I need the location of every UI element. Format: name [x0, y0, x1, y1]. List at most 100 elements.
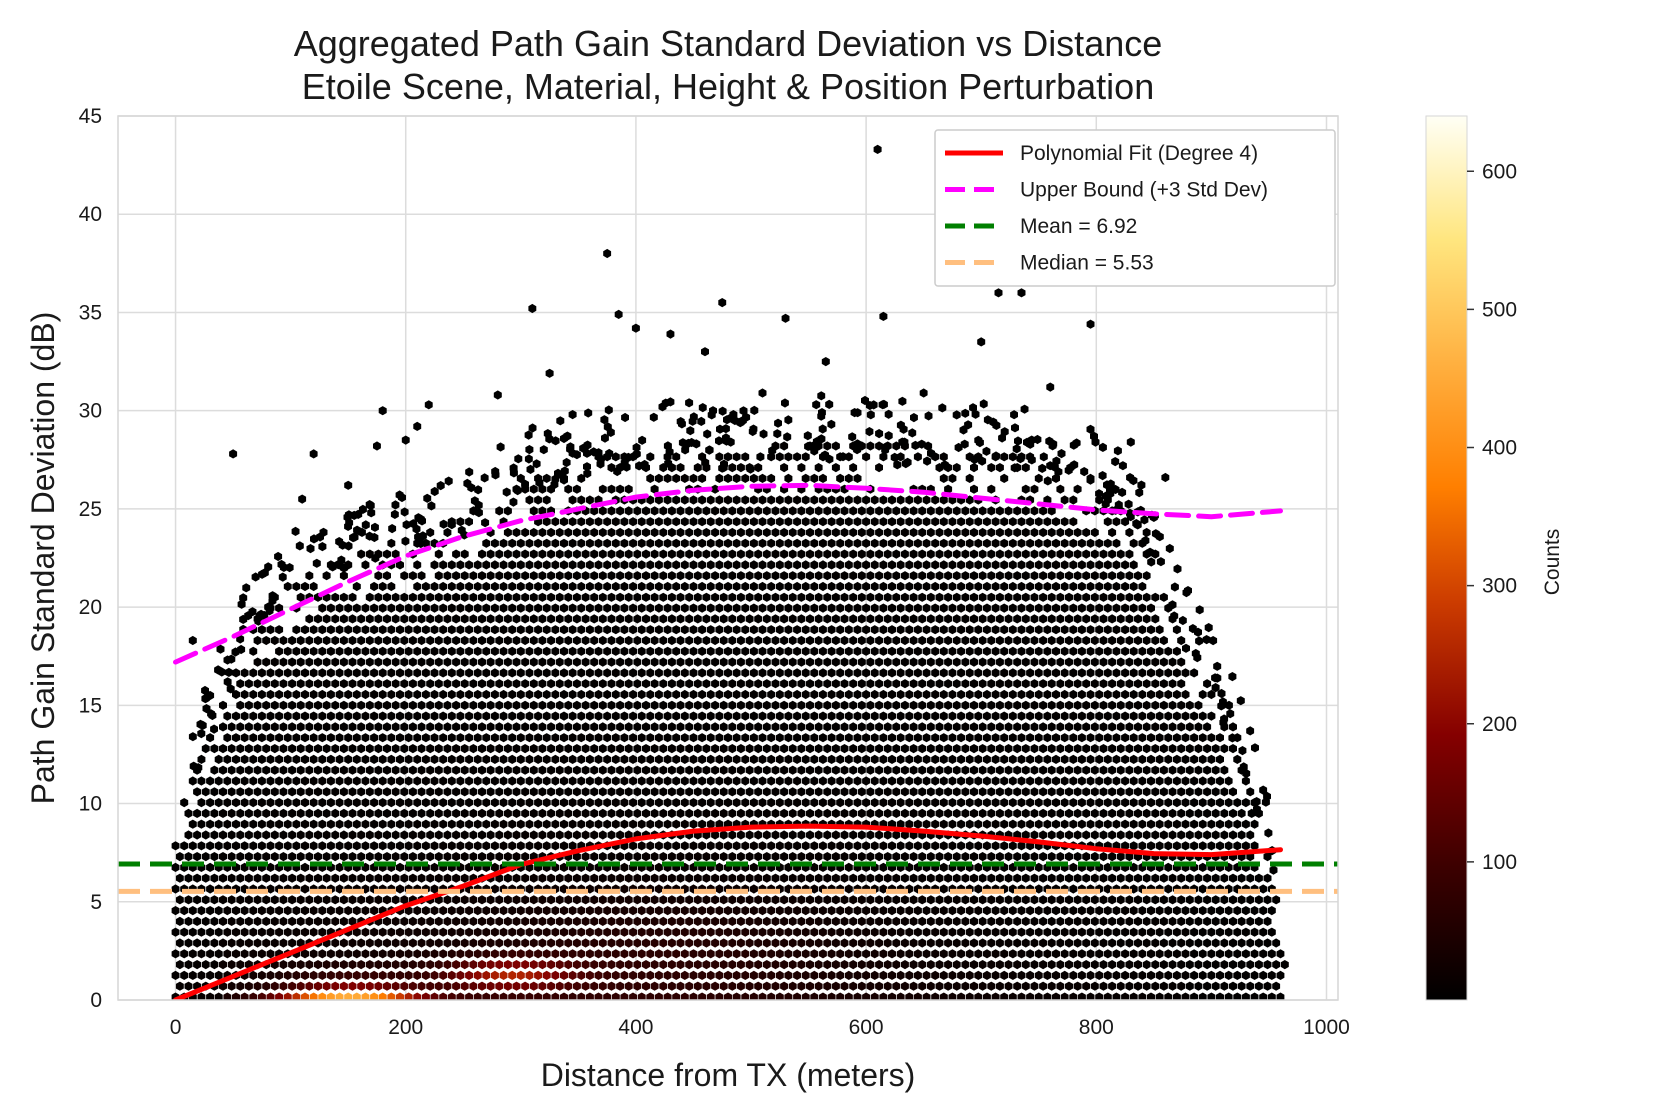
- hexbin-cell: [486, 916, 495, 926]
- hexbin-cell: [253, 873, 262, 883]
- hexbin-cell: [465, 927, 473, 937]
- hexbin-cell: [784, 906, 793, 916]
- hexbin-cell: [236, 916, 245, 926]
- hexbin-cell: [819, 841, 827, 851]
- hexbin-cell: [331, 808, 340, 818]
- hexbin-cell: [1108, 852, 1117, 862]
- hexbin-cell: [1207, 949, 1216, 959]
- hexbin-cell: [814, 873, 823, 883]
- hexbin-cell: [974, 906, 983, 916]
- hexbin-cell: [892, 873, 901, 883]
- hexbin-cell: [1237, 808, 1246, 818]
- hexbin-cell: [383, 852, 391, 862]
- hexbin-cell: [538, 916, 547, 926]
- hexbin-cell: [478, 808, 486, 818]
- hexbin-cell: [1112, 949, 1121, 959]
- hexbin-cell: [560, 927, 568, 937]
- hexbin-cell: [767, 992, 776, 1000]
- hexbin-cell: [702, 895, 711, 905]
- hexbin-cell: [1082, 938, 1091, 948]
- hexbin-cell: [1177, 960, 1186, 970]
- hexbin-cell: [585, 992, 594, 1000]
- hexbin-cell: [525, 927, 534, 937]
- hexbin-cell: [383, 960, 391, 970]
- hexbin-cell: [909, 960, 918, 970]
- hexbin-cell: [551, 949, 560, 959]
- hexbin-cell: [801, 841, 810, 851]
- hexbin-cell: [961, 895, 970, 905]
- hexbin-cell: [564, 895, 573, 905]
- hexbin-cell: [460, 895, 469, 905]
- hexbin-cell: [1159, 960, 1168, 970]
- hexbin-cell: [439, 949, 448, 959]
- hexbin-cell: [473, 927, 482, 937]
- hexbin-cell: [879, 862, 888, 872]
- hexbin-cell: [892, 938, 901, 948]
- hexbin-cell: [1077, 949, 1086, 959]
- hexbin-cell: [456, 992, 465, 1000]
- hexbin-cell: [983, 927, 991, 937]
- hexbin-cell: [814, 895, 823, 905]
- hexbin-cell: [983, 819, 991, 829]
- hexbin-cell: [404, 927, 413, 937]
- hexbin-cell: [223, 992, 232, 1000]
- hexbin-cell: [892, 830, 901, 840]
- hexbin-cell: [236, 895, 245, 905]
- hexbin-cell: [995, 916, 1004, 926]
- hexbin-cell: [1090, 895, 1099, 905]
- hexbin-cell: [737, 873, 745, 883]
- hexbin-cell: [676, 852, 685, 862]
- hexbin-cell: [430, 970, 439, 980]
- hexbin-cell: [1250, 841, 1259, 851]
- hexbin-cell: [978, 916, 987, 926]
- hexbin-cell: [322, 916, 331, 926]
- hexbin-cell: [387, 992, 396, 1000]
- hexbin-cell: [1021, 895, 1030, 905]
- hexbin-cell: [1159, 895, 1168, 905]
- hexbin-cell: [577, 949, 586, 959]
- hexbin-cell: [1233, 841, 1242, 851]
- hexbin-cell: [624, 808, 633, 818]
- hexbin-cell: [201, 938, 210, 948]
- hexbin-cell: [1185, 916, 1194, 926]
- hexbin-cell: [978, 852, 987, 862]
- hexbin-cell: [680, 819, 689, 829]
- hexbin-cell: [244, 895, 253, 905]
- hexbin-cell: [1099, 808, 1108, 818]
- hexbin-cell: [1069, 927, 1078, 937]
- hexbin-cell: [465, 970, 473, 980]
- hexbin-cell: [1211, 916, 1220, 926]
- hexbin-cell: [888, 927, 896, 937]
- hexbin-cell: [995, 808, 1004, 818]
- hexbin-cell: [516, 992, 525, 1000]
- hexbin-cell: [1116, 916, 1125, 926]
- hexbin-cell: [680, 906, 689, 916]
- hexbin-cell: [1103, 819, 1112, 829]
- hexbin-cell: [525, 992, 534, 1000]
- hexbin-cell: [560, 970, 568, 980]
- hexbin-cell: [1073, 895, 1082, 905]
- hexbin-cell: [836, 992, 845, 1000]
- hexbin-cell: [266, 949, 275, 959]
- hexbin-cell: [499, 906, 508, 916]
- hexbin-cell: [983, 970, 991, 980]
- hexbin-cell: [365, 981, 374, 991]
- hexbin-cell: [564, 981, 573, 991]
- hexbin-cell: [503, 808, 512, 818]
- hexbin-cell: [365, 938, 374, 948]
- hexbin-cell: [689, 841, 698, 851]
- hexbin-cell: [560, 906, 568, 916]
- hexbin-cell: [1116, 852, 1125, 862]
- hexbin-cell: [1039, 981, 1048, 991]
- hexbin-cell: [1039, 830, 1048, 840]
- hexbin-cell: [1030, 981, 1039, 991]
- hexbin-cell: [788, 960, 797, 970]
- hexbin-cell: [659, 938, 668, 948]
- hexbin-cell: [961, 981, 970, 991]
- hexbin-cell: [944, 960, 953, 970]
- hexbin-cell: [270, 895, 279, 905]
- hexbin-cell: [227, 916, 236, 926]
- hexbin-cell: [361, 949, 370, 959]
- hexbin-cell: [331, 895, 340, 905]
- hexbin-cell: [931, 927, 940, 937]
